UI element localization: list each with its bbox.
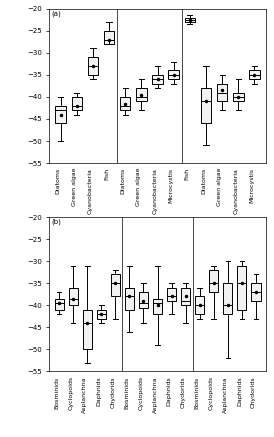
PathPatch shape	[201, 88, 211, 123]
PathPatch shape	[83, 310, 92, 350]
PathPatch shape	[111, 274, 120, 296]
PathPatch shape	[209, 270, 218, 292]
PathPatch shape	[185, 17, 195, 22]
PathPatch shape	[125, 288, 134, 310]
PathPatch shape	[249, 70, 260, 79]
PathPatch shape	[88, 57, 98, 75]
PathPatch shape	[55, 106, 66, 123]
PathPatch shape	[167, 288, 176, 301]
PathPatch shape	[97, 310, 106, 319]
PathPatch shape	[136, 88, 147, 101]
PathPatch shape	[152, 75, 163, 84]
PathPatch shape	[237, 266, 246, 310]
PathPatch shape	[104, 31, 114, 44]
PathPatch shape	[181, 288, 190, 305]
PathPatch shape	[72, 97, 82, 110]
PathPatch shape	[69, 288, 78, 305]
PathPatch shape	[153, 298, 162, 314]
PathPatch shape	[120, 97, 130, 110]
PathPatch shape	[233, 93, 244, 101]
PathPatch shape	[251, 283, 261, 301]
PathPatch shape	[223, 283, 232, 314]
Text: (b): (b)	[52, 218, 61, 225]
PathPatch shape	[217, 84, 227, 101]
Text: (a): (a)	[52, 10, 61, 17]
PathPatch shape	[139, 292, 148, 308]
PathPatch shape	[169, 70, 179, 79]
PathPatch shape	[55, 298, 64, 310]
PathPatch shape	[195, 296, 204, 314]
